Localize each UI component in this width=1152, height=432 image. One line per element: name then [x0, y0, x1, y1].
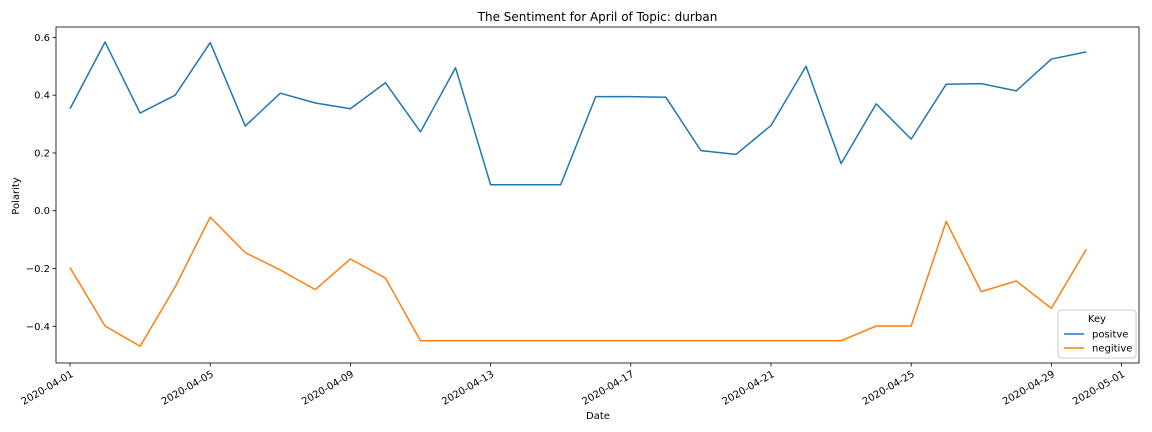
y-axis: 0.6 0.4 0.2 0.0 −0.2 −0.4	[26, 33, 56, 333]
x-tick-label: 2020-04-13	[440, 369, 496, 408]
legend-label-positve: positve	[1092, 330, 1128, 341]
x-tick-label: 2020-05-01	[1071, 369, 1127, 408]
series-line-positve	[69, 41, 1087, 186]
x-tick-label: 2020-04-09	[300, 369, 356, 408]
x-axis-title: Date	[586, 411, 610, 422]
legend-title: Key	[1088, 314, 1106, 325]
y-tick-label: −0.4	[26, 322, 50, 333]
y-tick-label: −0.2	[26, 264, 50, 275]
series-line-negitive	[69, 216, 1088, 347]
y-tick-label: 0.0	[34, 206, 50, 217]
x-tick-label: 2020-04-29	[1001, 369, 1057, 408]
x-tick-label: 2020-04-25	[861, 369, 917, 408]
x-axis: 2020-04-01 2020-04-05 2020-04-09 2020-04-13…	[20, 363, 1127, 408]
legend: Key positve negitive	[1057, 309, 1137, 359]
x-tick-label: 2020-04-05	[160, 369, 216, 408]
x-tick-label: 2020-04-17	[580, 369, 636, 408]
plot-border	[55, 26, 1140, 364]
x-tick-label: 2020-04-01	[20, 369, 76, 408]
y-tick-label: 0.6	[34, 33, 50, 44]
legend-box	[1057, 309, 1137, 359]
y-tick-label: 0.2	[34, 148, 50, 159]
x-tick-label: 2020-04-21	[721, 369, 777, 408]
y-axis-title: Polarity	[11, 177, 22, 215]
legend-label-negitive: negitive	[1092, 344, 1132, 355]
chart-title: The Sentiment for April of Topic: durban	[477, 10, 718, 24]
series-layer	[69, 41, 1088, 347]
y-tick-label: 0.4	[34, 91, 50, 102]
plot-area	[55, 26, 1140, 364]
